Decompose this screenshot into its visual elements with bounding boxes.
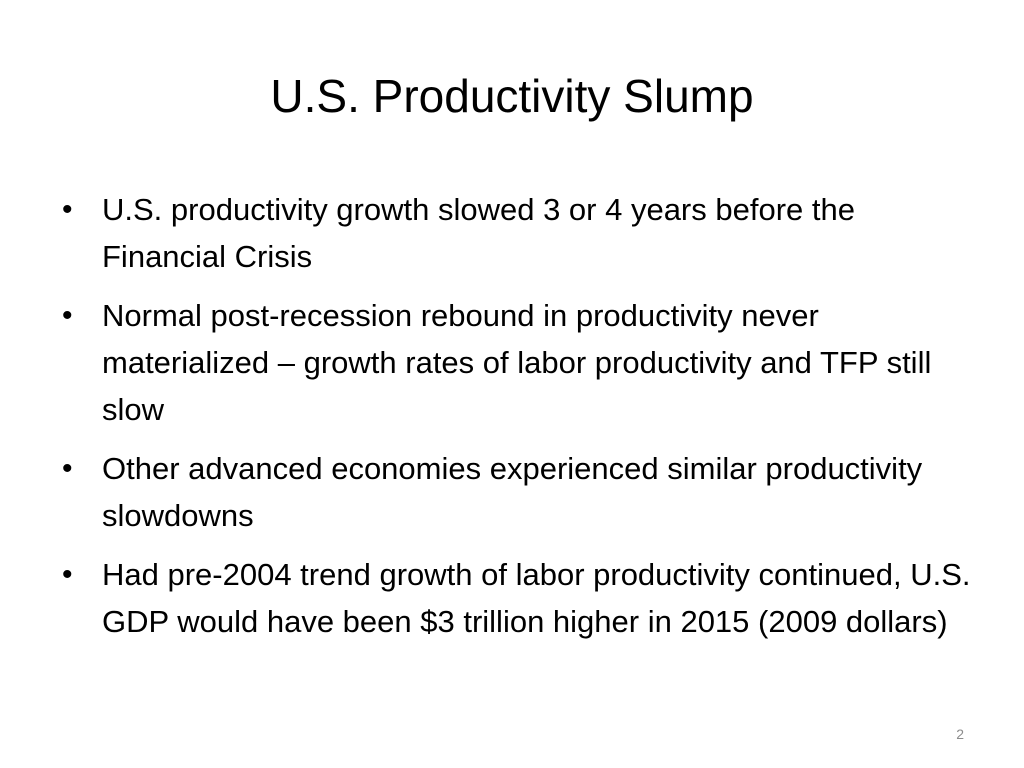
bullet-icon: •: [62, 193, 73, 226]
bullet-text: Normal post-recession rebound in product…: [102, 298, 932, 427]
slide-title: U.S. Productivity Slump: [270, 70, 754, 122]
bullet-icon: •: [62, 452, 73, 485]
bullet-item: • Had pre-2004 trend growth of labor pro…: [60, 551, 980, 645]
slide-number: 2: [956, 726, 964, 742]
bullet-icon: •: [62, 558, 73, 591]
bullet-text: Other advanced economies experienced sim…: [102, 451, 923, 533]
bullet-list: • U.S. productivity growth slowed 3 or 4…: [60, 186, 980, 657]
bullet-text: U.S. productivity growth slowed 3 or 4 y…: [102, 192, 855, 274]
bullet-item: • Other advanced economies experienced s…: [60, 445, 980, 539]
bullet-item: • U.S. productivity growth slowed 3 or 4…: [60, 186, 980, 280]
bullet-item: • Normal post-recession rebound in produ…: [60, 292, 980, 433]
bullet-text: Had pre-2004 trend growth of labor produ…: [102, 557, 971, 639]
bullet-icon: •: [62, 299, 73, 332]
